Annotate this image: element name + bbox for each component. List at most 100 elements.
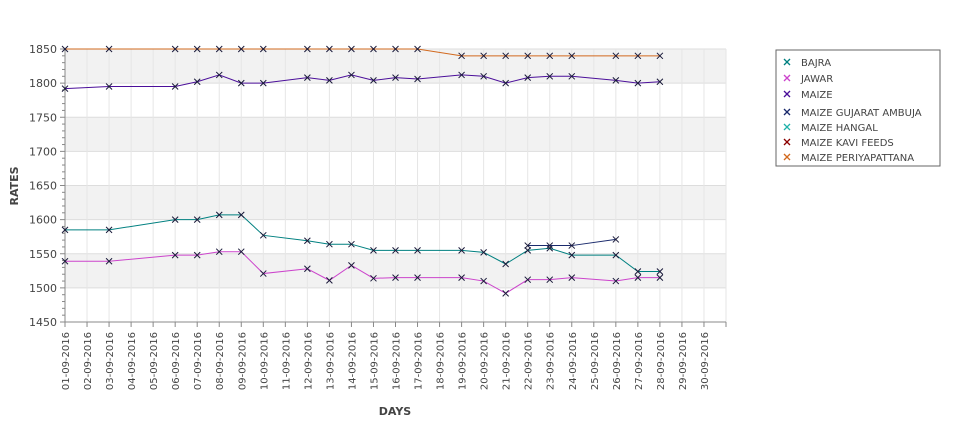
data-point: [193, 251, 201, 259]
legend-label: MAIZE HANGAL: [801, 123, 878, 134]
marker-stroke: [392, 246, 399, 254]
series-line: [64, 74, 660, 90]
data-point: [392, 274, 399, 281]
series-line: [65, 214, 660, 272]
data-point: [237, 45, 245, 53]
data-point: [568, 251, 576, 259]
x-tick-label: 11-09-2016: [281, 332, 292, 390]
marker-stroke: [612, 251, 620, 259]
marker-stroke: [634, 274, 642, 281]
marker-stroke: [171, 45, 179, 53]
data-point: [458, 52, 465, 60]
series-lines: [61, 45, 664, 297]
legend-marker: [783, 58, 791, 66]
marker-stroke: [370, 77, 377, 84]
series-line: [65, 251, 660, 294]
legend-box: [775, 49, 941, 167]
legend: BAJRA JAWAR MAIZE MAIZE GUJARAT AMBUJA MAIZE…: [775, 49, 941, 167]
x-tick-label: 21-09-2016: [502, 332, 513, 390]
marker-stroke: [480, 72, 487, 80]
marker-stroke: [546, 276, 554, 284]
x-tick-label: 25-09-2016: [590, 332, 601, 390]
data-point: [656, 274, 664, 281]
series-maize: [61, 71, 664, 92]
legend-marker: [783, 108, 791, 116]
data-point: [193, 216, 201, 223]
marker-stroke: [568, 52, 576, 60]
data-point: [546, 276, 554, 284]
marker-stroke: [348, 261, 355, 269]
data-point: [304, 74, 311, 82]
marker-stroke: [546, 72, 554, 80]
data-point: [237, 211, 245, 219]
data-point: [304, 237, 311, 245]
marker-stroke: [568, 274, 576, 281]
data-point: [546, 72, 554, 80]
data-point: [612, 236, 620, 243]
data-point: [370, 246, 377, 254]
data-point: [458, 274, 465, 281]
marker-stroke: [370, 45, 377, 53]
marker-stroke: [193, 251, 201, 259]
x-tick-label: 02-09-2016: [83, 332, 94, 390]
data-point: [61, 257, 69, 265]
legend-item: MAIZE GUJARAT AMBUJA: [783, 108, 922, 119]
data-point: [480, 72, 487, 80]
x-tick-label: 16-09-2016: [392, 332, 403, 390]
series-maize-gujarat-ambuja: [524, 236, 620, 249]
marker-stroke: [392, 274, 399, 281]
data-point: [259, 79, 267, 87]
x-tick-label: 29-09-2016: [678, 332, 689, 390]
marker-stroke: [259, 45, 267, 53]
marker-stroke: [237, 45, 245, 53]
data-point: [634, 268, 642, 275]
marker-stroke: [502, 260, 510, 268]
series-line: [65, 48, 660, 57]
marker-stroke: [546, 52, 554, 60]
legend-label: BAJRA: [801, 58, 831, 69]
legend-item: MAIZE: [783, 90, 833, 101]
marker-stroke: [458, 246, 465, 254]
x-tick-label: 15-09-2016: [369, 332, 380, 390]
marker-stroke: [105, 83, 113, 90]
x-tick-label: 08-09-2016: [215, 332, 226, 390]
data-point: [524, 246, 532, 254]
marker-stroke: [370, 246, 377, 254]
data-point: [392, 246, 399, 254]
legend-label: JAWAR: [800, 74, 833, 85]
marker-stroke: [259, 231, 267, 239]
x-tick-label: 27-09-2016: [634, 332, 645, 390]
marker-stroke: [502, 289, 510, 297]
data-point: [326, 240, 333, 248]
x-tick-label: 14-09-2016: [347, 332, 358, 390]
marker-stroke: [524, 246, 532, 254]
marker-stroke: [502, 52, 510, 60]
data-point: [105, 257, 113, 265]
marker-stroke: [414, 45, 421, 53]
x-tick-label: 07-09-2016: [193, 332, 204, 390]
data-point: [612, 77, 620, 84]
marker-stroke: [458, 52, 465, 60]
marker-stroke: [304, 237, 311, 245]
legend-item: MAIZE KAVI FEEDS: [783, 138, 894, 149]
y-tick-label: 1650: [29, 180, 57, 193]
data-point: [502, 79, 510, 87]
x-axis-ticks: 01-09-2016 02-09-2016 03-09-2016 04-09-2016…: [61, 322, 727, 390]
data-point: [392, 74, 399, 82]
marker-stroke: [480, 52, 487, 60]
y-tick-label: 1800: [29, 77, 57, 90]
y-tick-label: 1550: [29, 248, 57, 261]
data-point: [502, 260, 510, 268]
x-tick-label: 13-09-2016: [325, 332, 336, 390]
data-point: [348, 261, 355, 269]
series-bajra: [61, 211, 664, 275]
data-point: [105, 45, 113, 53]
series-maize-periyapattana: [61, 45, 664, 60]
y-axis-ticks: 1450 1500 1550 1600 1650 1700 1750 1800 1850: [29, 43, 65, 329]
data-point: [480, 52, 487, 60]
data-point: [458, 71, 465, 79]
data-point: [237, 79, 245, 87]
data-point: [326, 45, 333, 53]
legend-marker: [783, 153, 791, 161]
data-point: [61, 45, 69, 53]
